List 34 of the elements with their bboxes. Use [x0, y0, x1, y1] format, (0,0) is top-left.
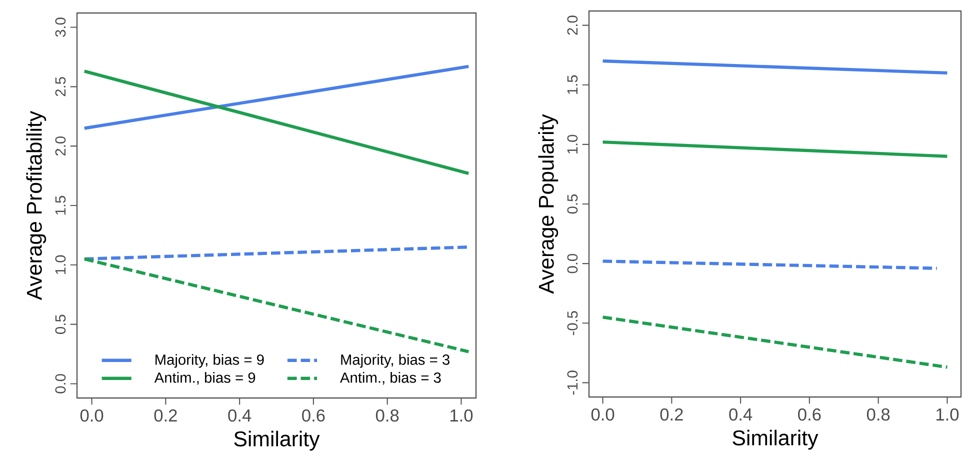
y-tick-label: -1.0: [567, 370, 578, 395]
y-tick-label: 1.5: [567, 75, 578, 94]
y-axis-title: Average Popularity: [538, 114, 558, 294]
x-tick-label: 0.0: [591, 408, 614, 421]
legend-label: Antim., bias = 9: [154, 372, 256, 385]
y-tick-label: 2.0: [55, 136, 66, 156]
x-tick-label: 0.0: [80, 409, 104, 422]
legend-label: Antim., bias = 3: [340, 372, 441, 385]
y-tick-label: 0.0: [55, 374, 66, 394]
y-tick-label: 2.0: [567, 16, 578, 35]
x-tick-label: 0.6: [798, 408, 821, 421]
x-tick-label: 0.8: [866, 408, 890, 421]
y-tick-label: 1.0: [55, 255, 66, 274]
x-tick-label: 1.0: [450, 409, 473, 422]
x-tick-label: 0.6: [302, 409, 325, 422]
x-tick-label: 1.0: [936, 408, 959, 421]
x-tick-label: 0.2: [154, 409, 177, 422]
x-axis-title: Similarity: [234, 430, 320, 451]
legend-label: Majority, bias = 3: [341, 354, 450, 368]
y-axis-title: Average Profitability: [26, 110, 46, 300]
y-tick-label: -0.5: [567, 311, 578, 336]
x-axis-title: Similarity: [732, 430, 818, 450]
y-tick-label: 1.5: [55, 196, 66, 215]
x-tick-label: 0.4: [228, 409, 252, 422]
x-tick-label: 0.2: [660, 408, 683, 421]
legend-label: Majority, bias = 9: [156, 354, 264, 368]
y-tick-label: 0.5: [567, 194, 578, 214]
y-tick-label: 3.0: [55, 18, 66, 37]
y-tick-label: 0.0: [567, 254, 578, 274]
y-tick-label: 0.5: [55, 314, 66, 334]
x-tick-label: 0.4: [729, 408, 752, 421]
x-tick-label: 0.8: [376, 409, 399, 422]
y-tick-label: 2.5: [55, 77, 66, 96]
y-tick-label: 1.0: [567, 134, 578, 154]
